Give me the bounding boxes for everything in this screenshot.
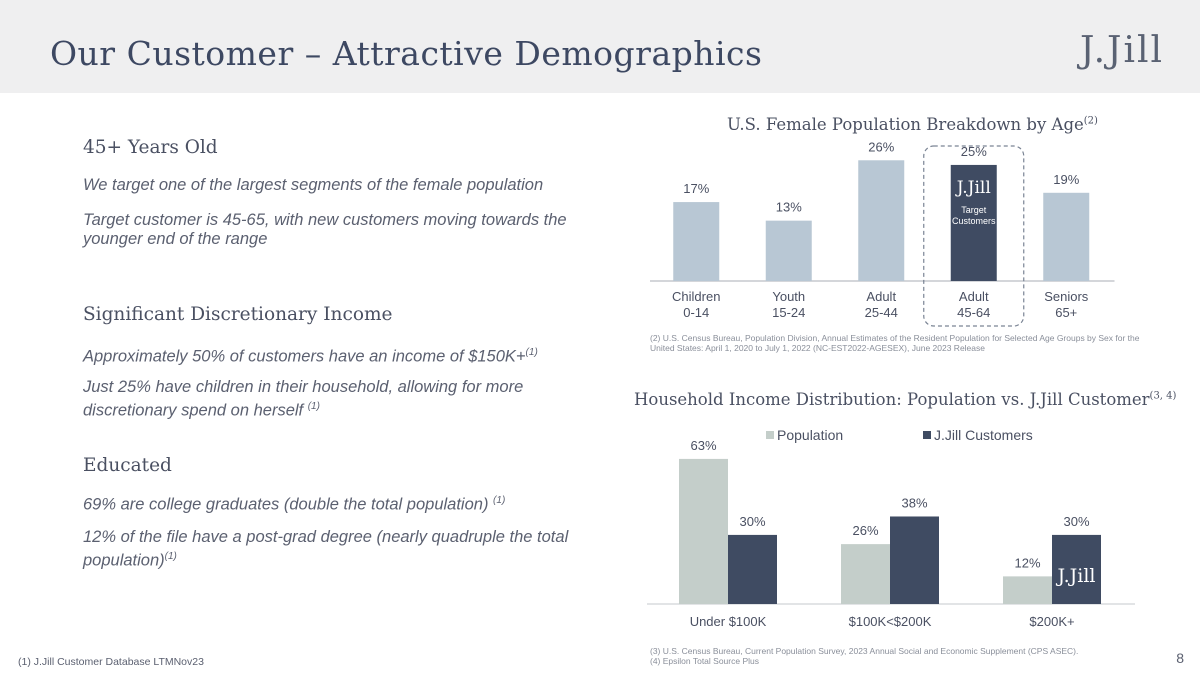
- income-category-label-0: Under $100K: [690, 614, 767, 629]
- age-bar-3: [950, 164, 997, 281]
- income-bar-0-2: [1003, 576, 1052, 604]
- income-bar-0-1: [841, 544, 890, 604]
- section-text-education-2: 12% of the file have a post-grad degree …: [83, 528, 569, 570]
- section-text-age-1: We target one of the largest segments of…: [83, 176, 544, 194]
- income-legend-label-1: J.Jill Customers: [934, 427, 1033, 443]
- income-value-label-0-1: 26%: [852, 523, 878, 538]
- slide-title: Our Customer – Attractive Demographics: [50, 34, 763, 73]
- age-category-label-2-1: 25-44: [865, 305, 898, 320]
- age-category-label-2-0: Adult: [866, 289, 896, 304]
- footnote: (1) J.Jill Customer Database LTMNov23: [18, 656, 204, 668]
- age-category-label-0-1: 0-14: [683, 305, 709, 320]
- age-value-label-2: 26%: [868, 139, 894, 154]
- header-band: [0, 0, 1200, 93]
- income-chart-title: Household Income Distribution: Populatio…: [634, 390, 1177, 409]
- age-chart-title: U.S. Female Population Breakdown by Age(…: [727, 115, 1098, 134]
- page-number: 8: [1176, 650, 1184, 666]
- income-chart-source-4: (4) Epsilon Total Source Plus: [650, 656, 759, 666]
- age-value-label-4: 19%: [1053, 172, 1079, 187]
- age-value-label-3: 25%: [961, 144, 987, 159]
- jjill-logo: J.Jill: [1079, 30, 1164, 71]
- income-legend-swatch-0: [766, 431, 774, 439]
- age-category-label-4-0: Seniors: [1044, 289, 1089, 304]
- age-bar-0: [673, 202, 720, 281]
- income-chart-source-3: (3) U.S. Census Bureau, Current Populati…: [650, 646, 1079, 656]
- income-value-label-1-0: 30%: [739, 514, 765, 529]
- income-bar-1-1: [890, 516, 939, 604]
- age-bar-2: [858, 160, 905, 281]
- age-category-label-3-0: Adult: [959, 289, 989, 304]
- target-bar-label-1: Customers: [952, 216, 996, 226]
- income-value-label-1-2: 30%: [1063, 514, 1089, 529]
- age-value-label-1: 13%: [776, 200, 802, 215]
- section-text-income-2: Just 25% have children in their househol…: [83, 378, 524, 420]
- income-bar-logo: J.Jill: [1055, 565, 1095, 587]
- income-bar-1-0: [728, 534, 777, 604]
- age-chart-source: (2) U.S. Census Bureau, Population Divis…: [650, 333, 1140, 353]
- section-heading-age: 45+ Years Old: [83, 137, 218, 158]
- age-category-label-1-1: 15-24: [772, 305, 805, 320]
- age-category-label-4-1: 65+: [1055, 305, 1077, 320]
- section-heading-income: Significant Discretionary Income: [83, 304, 393, 325]
- age-bar-4: [1043, 192, 1090, 281]
- section-heading-education: Educated: [83, 455, 172, 476]
- age-value-label-0: 17%: [683, 181, 709, 196]
- section-text-education-1: 69% are college graduates (double the to…: [83, 495, 506, 514]
- section-text-age-2: Target customer is 45-65, with new custo…: [83, 211, 567, 248]
- age-category-label-3-1: 45-64: [957, 305, 990, 320]
- age-bar-1: [765, 220, 812, 281]
- income-category-label-1: $100K<$200K: [849, 614, 932, 629]
- income-bar-1-2: [1052, 534, 1101, 604]
- age-category-label-0-0: Children: [672, 289, 720, 304]
- income-value-label-0-0: 63%: [690, 438, 716, 453]
- target-bar-label-0: Target: [961, 205, 987, 215]
- income-value-label-1-1: 38%: [901, 495, 927, 510]
- income-category-label-2: $200K+: [1029, 614, 1074, 629]
- age-category-label-1-0: Youth: [772, 289, 805, 304]
- target-bar-logo: J.Jill: [955, 178, 991, 198]
- income-legend-swatch-1: [923, 431, 931, 439]
- income-legend-label-0: Population: [777, 427, 843, 443]
- income-value-label-0-2: 12%: [1014, 555, 1040, 570]
- section-text-income-1: Approximately 50% of customers have an i…: [83, 347, 538, 366]
- target-highlight-box: [923, 145, 1025, 327]
- income-bar-0-0: [679, 458, 728, 604]
